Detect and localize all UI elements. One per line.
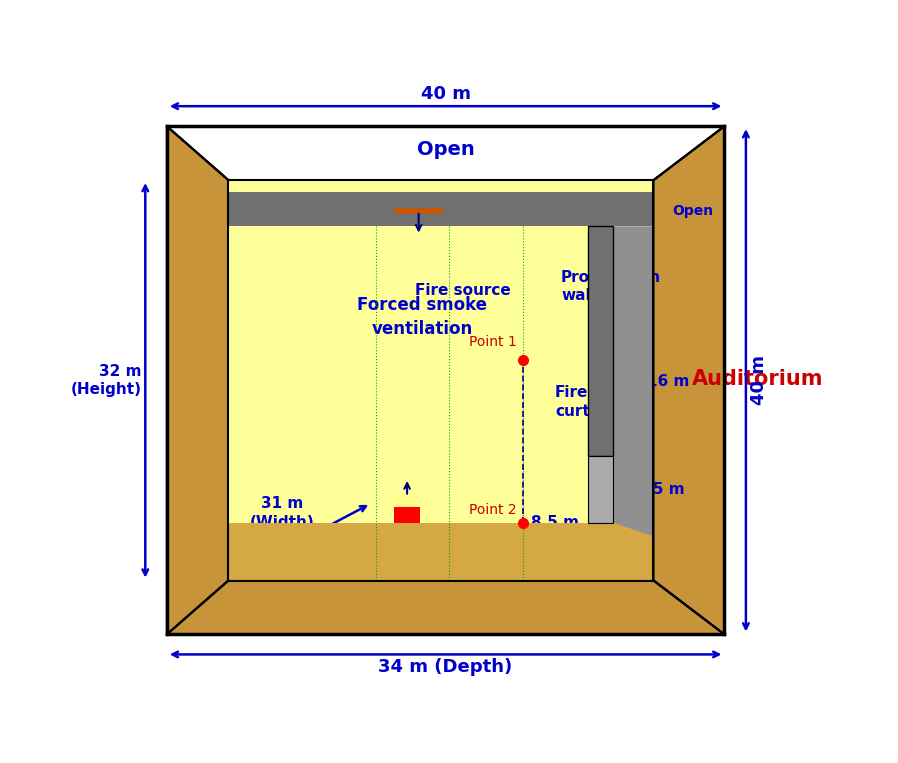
Bar <box>394 498 420 507</box>
Polygon shape <box>167 126 228 634</box>
Text: 16 m: 16 m <box>647 374 690 389</box>
Polygon shape <box>228 180 654 192</box>
Text: Forced smoke
ventilation: Forced smoke ventilation <box>357 296 488 338</box>
Text: Proscenium
wall: Proscenium wall <box>561 269 661 303</box>
Polygon shape <box>613 227 654 536</box>
Polygon shape <box>588 456 613 523</box>
Polygon shape <box>167 581 725 634</box>
Polygon shape <box>613 192 654 227</box>
Text: Point 1: Point 1 <box>469 335 516 349</box>
Text: 32 m
(Height): 32 m (Height) <box>70 363 142 397</box>
Text: 15.5 m: 15.5 m <box>526 536 585 552</box>
Polygon shape <box>228 180 654 581</box>
Text: 8.5 m: 8.5 m <box>532 515 579 530</box>
Text: 40 m: 40 m <box>420 85 471 103</box>
Text: Auditorium: Auditorium <box>691 369 823 389</box>
Polygon shape <box>654 126 725 634</box>
Text: Fire source: Fire source <box>415 283 511 298</box>
Text: 16.5 m: 16.5 m <box>626 481 684 497</box>
Text: 34 m (Depth): 34 m (Depth) <box>378 658 513 675</box>
Polygon shape <box>228 523 654 581</box>
Text: Stage: Stage <box>350 536 441 564</box>
Text: Point 2: Point 2 <box>469 503 516 517</box>
Polygon shape <box>167 126 725 180</box>
Text: Open: Open <box>673 204 713 218</box>
Polygon shape <box>588 227 613 456</box>
Bar <box>394 507 420 523</box>
Text: Fire
curtain: Fire curtain <box>555 385 616 419</box>
Text: 31 m
(Width): 31 m (Width) <box>250 496 314 530</box>
Polygon shape <box>228 192 654 227</box>
Polygon shape <box>613 523 654 581</box>
Text: Open: Open <box>417 140 474 159</box>
Text: 40 m: 40 m <box>750 356 768 405</box>
